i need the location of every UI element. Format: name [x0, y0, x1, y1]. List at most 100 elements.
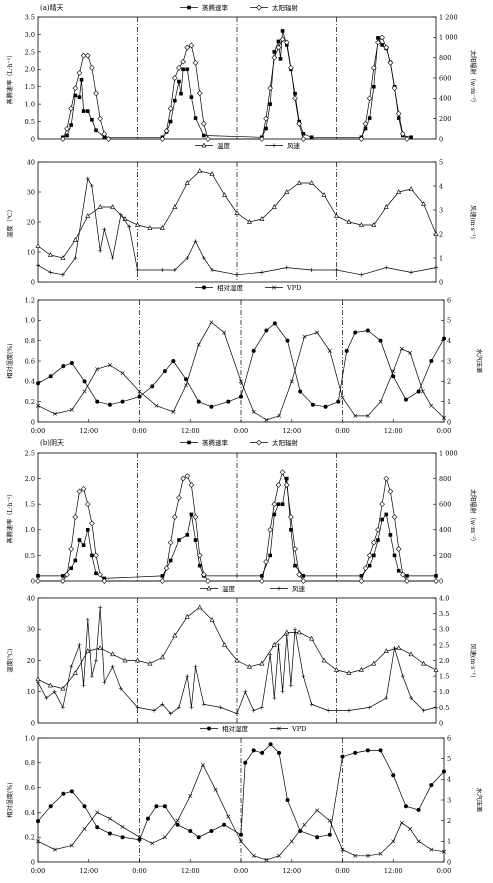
data-point: [152, 708, 157, 713]
data-point: [408, 651, 414, 657]
data-point: [159, 578, 166, 584]
data-point: [268, 553, 272, 558]
data-point: [61, 364, 66, 369]
data-point: [387, 488, 394, 495]
y-tick-label-left: 1.5: [25, 501, 35, 509]
data-point: [110, 204, 116, 209]
data-point: [154, 804, 159, 809]
x-tick-label: 0:00: [234, 867, 249, 875]
data-point: [256, 439, 262, 446]
legend: 温度 风速: [200, 584, 306, 593]
data-point: [60, 272, 65, 277]
series-太阳辐射: [35, 469, 439, 584]
data-point: [293, 563, 297, 568]
y-tick-label-left: 0: [31, 577, 35, 585]
data-point: [36, 819, 40, 824]
data-point: [60, 705, 65, 710]
data-point: [85, 109, 90, 113]
data-point: [399, 820, 404, 825]
data-point: [200, 762, 205, 767]
data-point: [137, 837, 142, 842]
data-point: [405, 574, 409, 578]
data-point: [259, 578, 265, 584]
data-point: [292, 546, 298, 552]
data-point: [205, 578, 211, 584]
y-tick-label-left: 2.0: [25, 66, 35, 74]
legend-label: 太阳辐射: [272, 438, 299, 447]
data-point: [89, 520, 95, 527]
data-point: [193, 239, 198, 244]
data-point: [188, 829, 193, 833]
data-point: [353, 750, 358, 755]
data-point: [235, 711, 239, 716]
data-point: [239, 394, 243, 399]
data-point: [275, 44, 282, 51]
legend-label: 相对湿度: [222, 724, 249, 733]
data-point: [367, 563, 372, 568]
data-point: [375, 39, 381, 46]
data-point: [256, 4, 262, 11]
data-point: [396, 568, 401, 573]
data-point: [365, 853, 370, 858]
data-point: [433, 667, 439, 672]
data-point: [187, 5, 191, 10]
data-point: [97, 204, 103, 209]
data-point: [193, 538, 198, 542]
data-point: [362, 565, 369, 572]
data-point: [85, 617, 90, 622]
data-point: [403, 397, 408, 402]
y-tick-label-left: 0.2: [25, 398, 35, 406]
data-point: [293, 627, 298, 632]
x-tick-label: 12:00: [181, 427, 200, 435]
y-tick-label-left: 0: [31, 278, 35, 286]
data-point: [84, 52, 91, 59]
data-point: [272, 143, 276, 148]
data-point: [309, 702, 314, 707]
y-tick-label-right: 4: [447, 776, 451, 784]
data-point: [396, 645, 402, 650]
data-point: [135, 657, 140, 663]
series-太阳辐射: [60, 34, 410, 142]
data-point: [69, 843, 74, 848]
data-point: [365, 328, 370, 333]
data-point: [375, 526, 381, 533]
y-tick-label-left: 0: [31, 719, 35, 727]
data-point: [150, 384, 155, 389]
data-point: [60, 578, 66, 584]
data-point: [301, 131, 306, 136]
data-point: [327, 818, 332, 823]
data-point: [277, 586, 281, 591]
series-line: [38, 471, 436, 582]
data-point: [384, 512, 389, 517]
data-point: [64, 571, 70, 578]
data-point: [94, 658, 99, 663]
y-axis-title-right: 太阳辐射（w·m⁻²）: [469, 489, 477, 545]
data-point: [68, 105, 74, 112]
data-point: [36, 680, 40, 685]
data-point: [97, 645, 103, 650]
data-point: [383, 648, 389, 654]
y-tick-label-left: 2.0: [25, 475, 35, 483]
data-point: [188, 42, 195, 49]
data-point: [201, 256, 206, 260]
y-tick-label-left: 1.0: [25, 526, 35, 534]
data-point: [378, 338, 383, 343]
data-point: [239, 832, 243, 837]
data-point: [102, 680, 107, 685]
data-point: [201, 142, 207, 148]
y-tick-label-right: 800: [439, 54, 451, 62]
data-point: [300, 136, 307, 142]
data-point: [288, 65, 294, 71]
y-tick-label-right: 0: [439, 278, 443, 286]
data-point: [429, 403, 434, 408]
data-point: [441, 849, 447, 854]
data-point: [197, 563, 202, 568]
data-point: [72, 670, 78, 675]
data-point: [383, 204, 389, 209]
data-point: [168, 119, 173, 124]
data-point: [193, 664, 198, 669]
data-point: [154, 403, 159, 408]
data-point: [61, 574, 65, 578]
data-point: [175, 818, 180, 823]
data-point: [185, 674, 190, 679]
